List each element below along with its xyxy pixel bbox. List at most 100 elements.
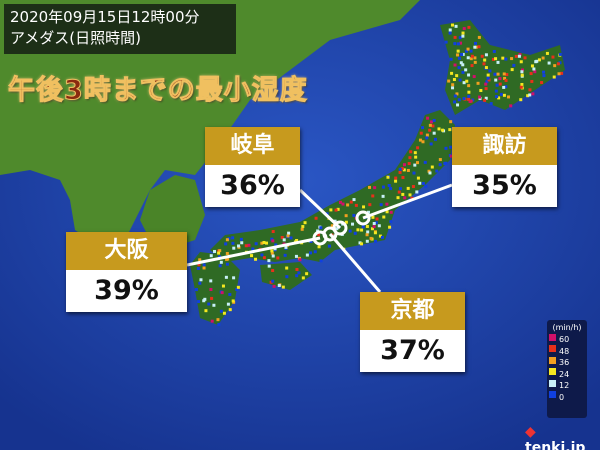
station-dot [319,259,323,263]
station-dot [467,25,471,29]
station-dot [533,70,537,74]
station-dot [474,41,478,45]
station-dot [551,55,555,59]
station-dot [421,181,425,185]
station-dot [232,276,236,280]
station-dot [504,85,508,89]
station-dot [398,187,402,191]
station-name: 岐阜 [205,127,300,165]
station-dot [416,176,420,180]
station-dot [492,49,496,53]
station-humidity: 39% [66,270,187,312]
station-dot [219,309,223,313]
station-dot [457,98,461,102]
station-dot [361,225,365,229]
station-dot [212,303,216,307]
station-dot [247,243,251,247]
station-dot [455,53,459,57]
station-dot [447,79,451,83]
station-dot [338,200,342,204]
station-dot [453,63,457,67]
station-dot [461,70,465,74]
station-humidity: 37% [360,330,465,372]
station-dot [458,36,462,40]
station-dot [202,263,206,267]
station-dot [504,57,508,61]
station-dot [226,302,230,306]
station-dot [254,257,258,261]
station-dot [380,235,384,239]
legend-label: 12 [559,381,570,391]
station-dot [270,251,274,255]
station-dot [317,245,321,249]
station-dot [461,31,465,35]
station-dot [545,51,549,55]
station-dot [371,215,375,219]
legend-label: 0 [559,392,565,402]
station-dot [426,116,430,120]
station-dot [489,102,493,106]
station-dot [418,138,422,142]
station-dot [397,190,401,194]
station-dot [451,83,455,87]
station-dot [431,124,435,128]
station-dot [371,194,375,198]
station-dot [286,234,290,238]
station-dot [317,233,321,237]
station-dot [402,168,406,172]
station-dot [225,257,229,261]
station-dot [360,242,364,246]
station-dot [251,247,255,251]
station-dot [414,155,418,159]
station-dot [540,81,544,85]
station-dot [499,92,503,96]
station-dot [494,78,498,82]
station-dot [295,267,299,271]
legend-label: 24 [559,369,570,379]
station-dot [464,49,468,53]
station-name: 諏訪 [452,127,557,165]
station-dot [453,100,457,104]
station-dot [250,254,254,258]
station-dot [461,52,465,56]
station-dot [217,251,221,255]
station-dot [441,128,445,132]
station-dot [504,78,508,82]
station-dot [412,171,416,175]
station-dot [330,224,334,228]
station-dot [456,49,460,53]
station-suwa: 諏訪 35% [452,127,557,207]
station-dot [470,64,474,68]
station-dot [333,219,337,223]
station-dot [240,241,244,245]
station-dot [344,220,348,224]
station-dot [267,259,271,263]
station-dot [402,163,406,167]
station-dot [484,66,488,70]
station-dot [473,60,477,64]
station-dot [287,231,291,235]
station-dot [411,185,415,189]
station-dot [433,137,437,141]
station-dot [362,205,366,209]
station-dot [239,237,243,241]
station-dot [227,237,231,241]
station-dot [432,131,436,135]
station-dot [401,176,405,180]
legend-label: 60 [559,335,570,345]
station-dot [444,146,448,150]
station-dot [419,131,423,135]
station-dot [496,60,500,64]
station-dot [470,54,474,58]
station-dot [449,145,453,149]
legend-label: 36 [559,358,570,368]
station-dot [231,241,235,245]
station-dot [232,246,236,250]
station-dot [510,57,514,61]
station-dot [254,242,258,246]
station-dot [552,75,556,79]
station-dot [285,266,289,270]
legend-item: 24 [549,368,585,381]
